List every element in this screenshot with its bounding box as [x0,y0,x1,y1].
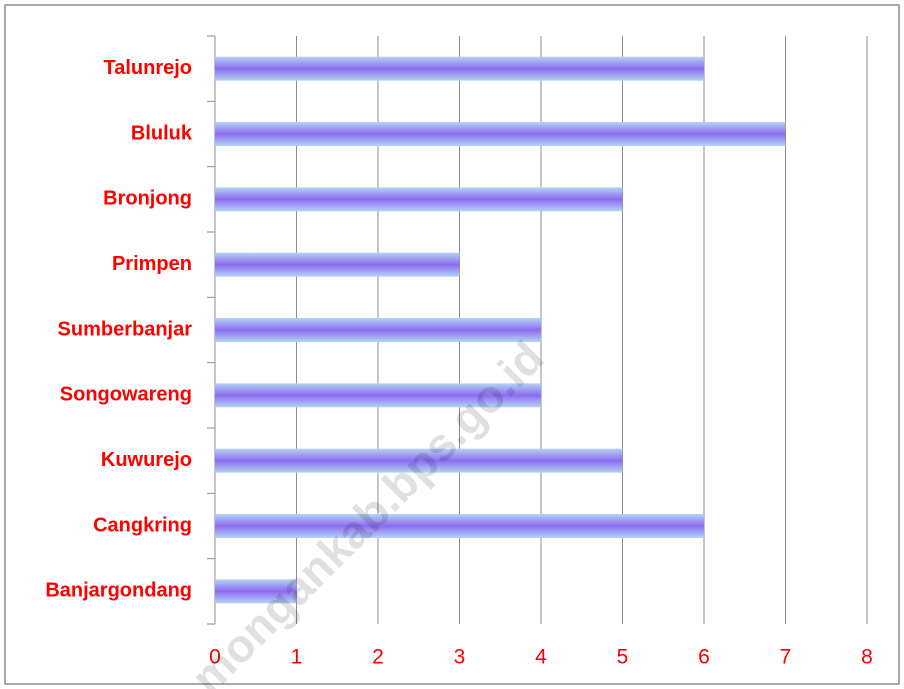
bar [215,514,704,538]
y-tick-label: Bronjong [103,188,192,210]
x-tick-label: 8 [861,646,873,669]
y-tick-label: Primpen [112,253,192,275]
bar [215,122,786,146]
y-tick-label: Cangkring [93,514,192,536]
x-tick-label: 1 [291,646,303,669]
bar [215,56,704,81]
bar [215,187,623,212]
y-tick-label: Banjargondang [45,580,192,602]
chart-frame [4,4,900,685]
y-tick-label: Bluluk [131,122,193,144]
y-tick-label: Talunrejo [103,57,192,79]
bar [215,579,297,604]
x-tick-label: 7 [780,646,792,669]
y-tick-label: Songowareng [60,384,192,406]
bar [215,383,541,408]
bar [215,448,623,473]
y-tick-label: Sumberbanjar [58,318,193,340]
x-tick-label: 2 [372,646,384,669]
bar [215,252,460,277]
x-tick-label: 6 [698,646,710,669]
x-tick-label: 3 [454,646,466,669]
bar [215,318,541,342]
x-tick-label: 5 [617,646,629,669]
x-tick-label: 4 [535,646,547,669]
y-tick-label: Kuwurejo [101,449,192,471]
x-tick-label: 0 [209,646,221,669]
